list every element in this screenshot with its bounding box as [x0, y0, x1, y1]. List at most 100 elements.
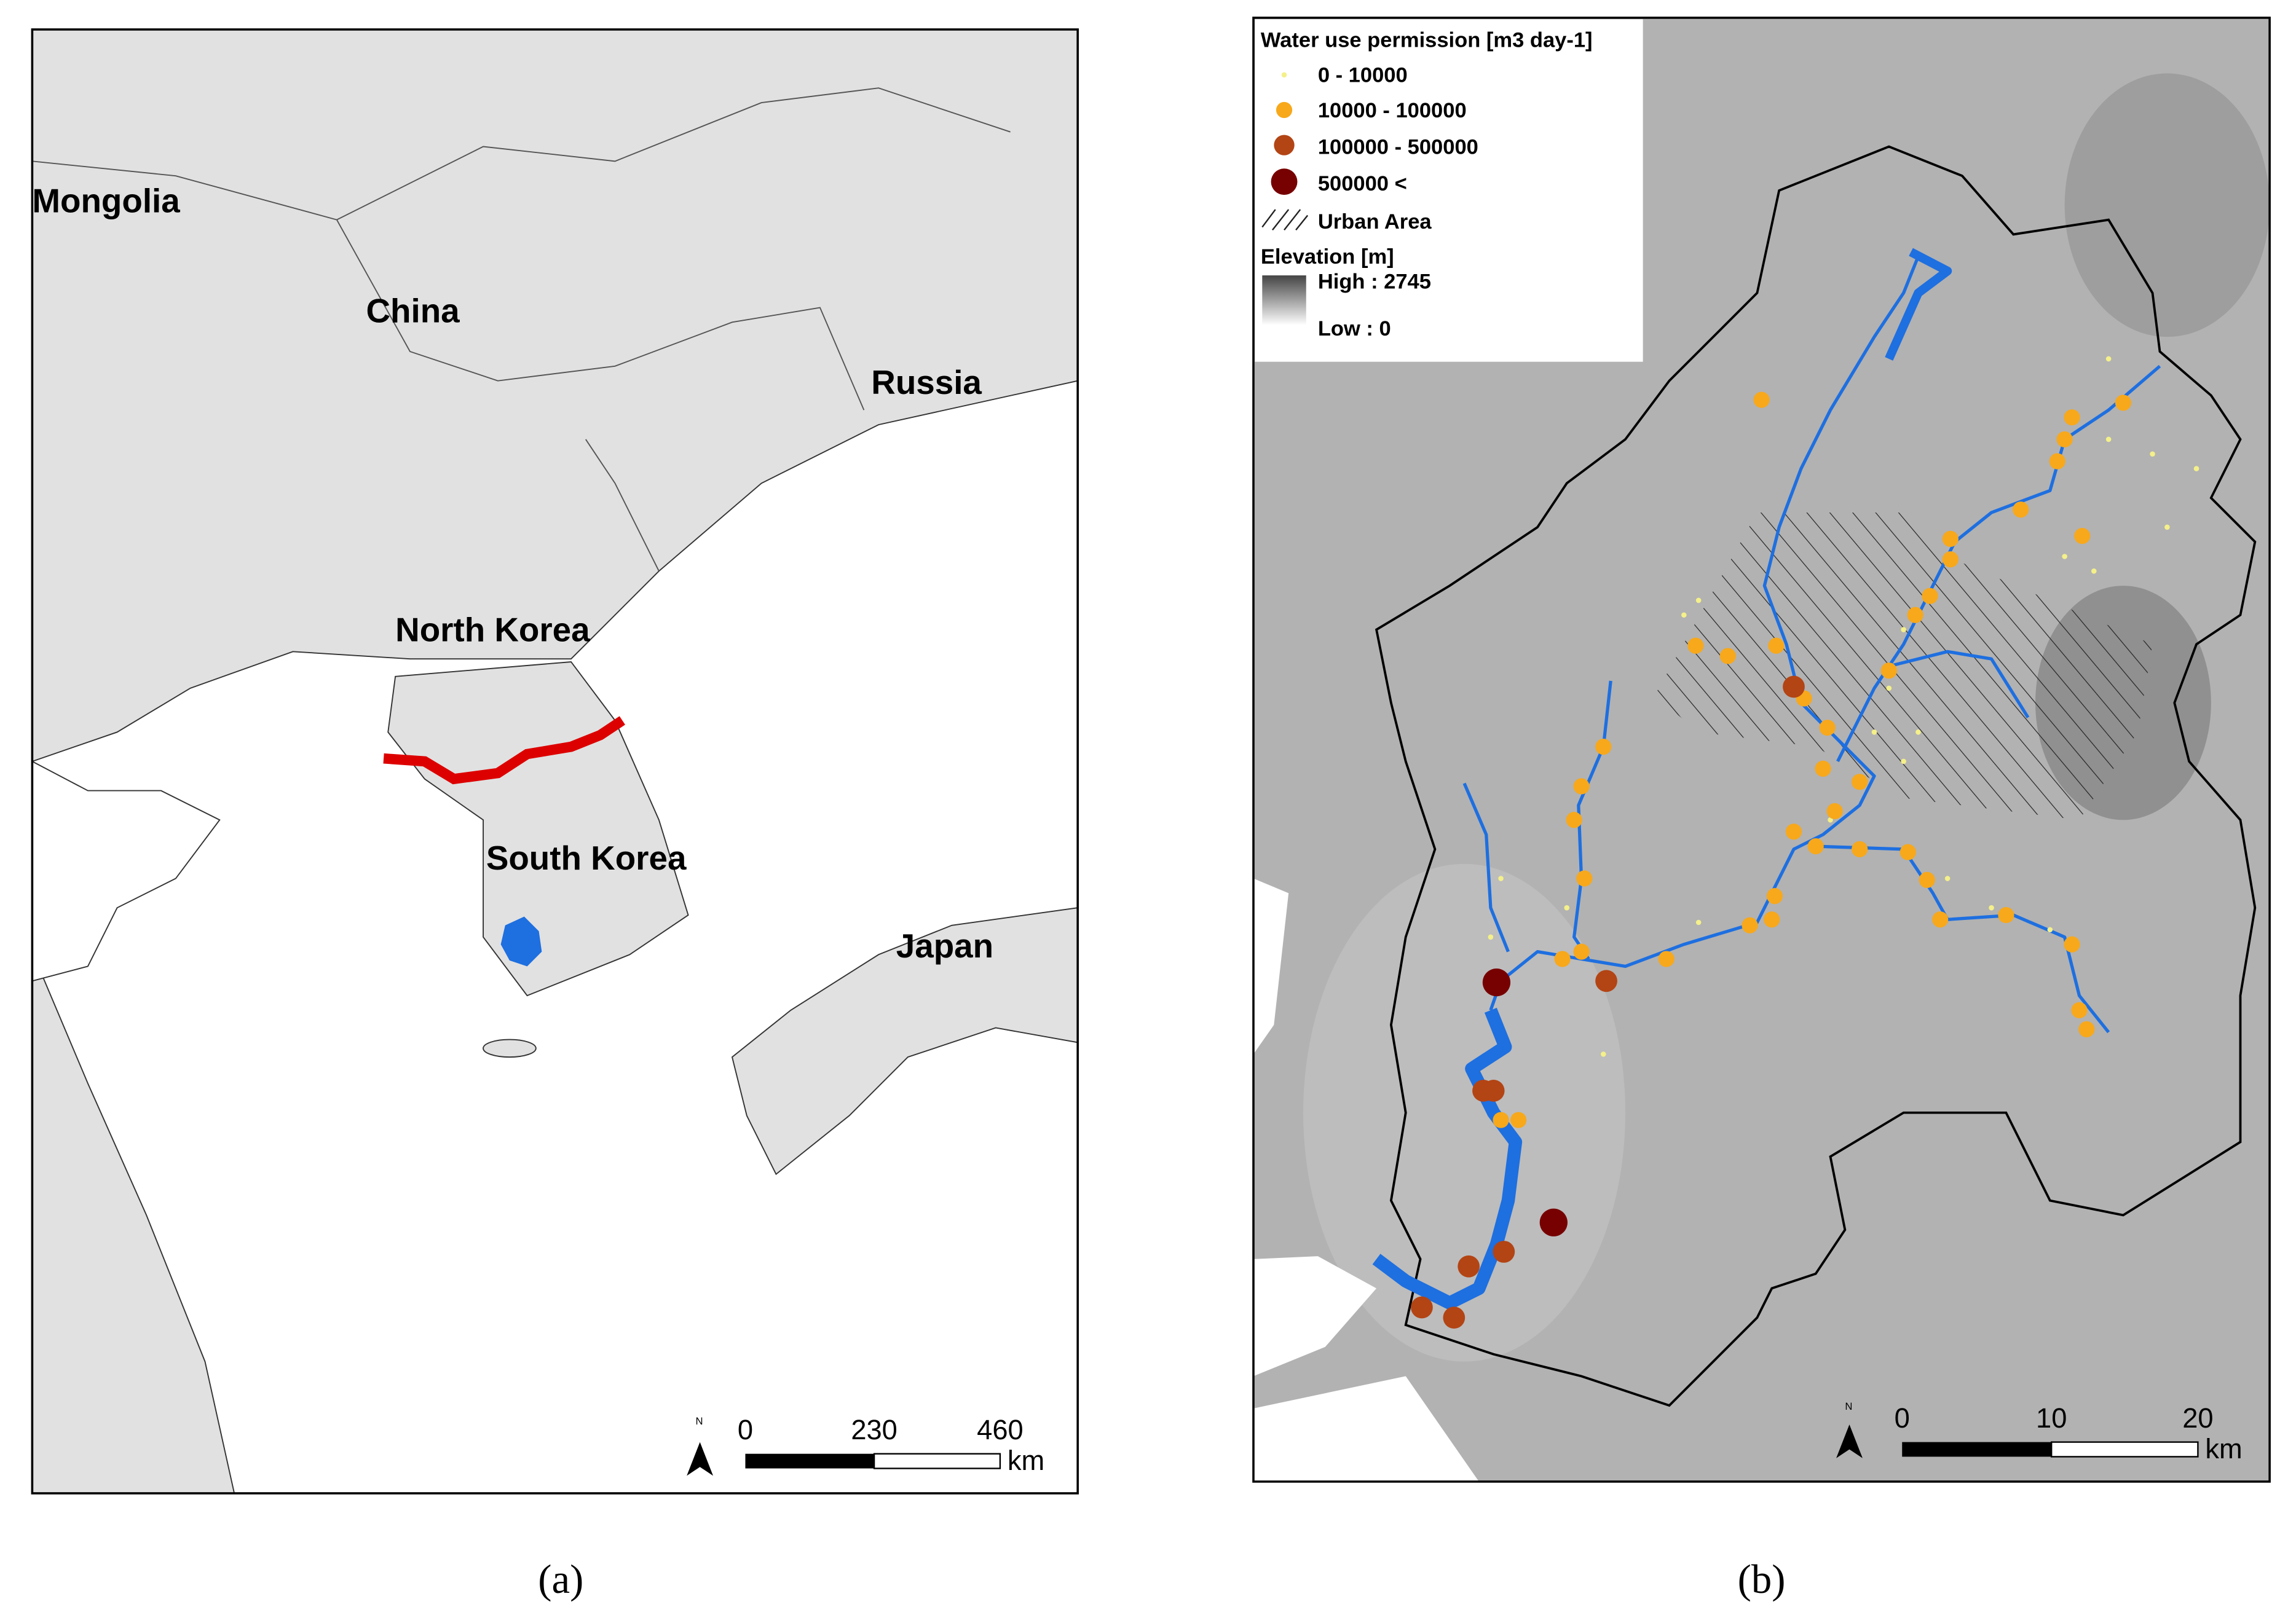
large-permit: [1411, 1296, 1433, 1319]
korea: [387, 661, 689, 997]
bay: [32, 760, 221, 982]
border: [32, 87, 1011, 572]
medium-permit: [2071, 1002, 2088, 1019]
legend-label: 500000 <: [1318, 172, 1407, 195]
medium-permit: [1753, 391, 1770, 408]
dmz-line: [383, 716, 625, 785]
largest-permit: [1539, 1208, 1568, 1236]
scale-bar: [2051, 1441, 2199, 1458]
small-permit: [1871, 729, 1877, 735]
medium-permit: [1768, 637, 1785, 654]
medium-permit: [1922, 587, 1938, 604]
medium-permit: [1576, 870, 1593, 887]
medium-permit: [2013, 501, 2029, 518]
frame-b: [1252, 17, 2271, 1483]
large-permit: [1595, 970, 1617, 992]
sea: [1253, 878, 1479, 1482]
small-permit: [2164, 524, 2170, 530]
medium-permit: [1852, 841, 1868, 857]
label-north-korea: North Korea: [395, 611, 590, 649]
north-label: N: [695, 1415, 703, 1427]
small-permit: [1695, 919, 1702, 925]
small-permit: [2047, 927, 2053, 933]
north-arrow: [687, 1442, 714, 1476]
medium-permit: [2074, 528, 2091, 544]
small-permit: [2150, 451, 2155, 457]
elevation-high: [2064, 73, 2270, 337]
small-permit: [2105, 356, 2112, 362]
scale-label: 0: [1895, 1402, 1910, 1434]
scale-unit: km: [2205, 1433, 2242, 1464]
small-permit: [1944, 876, 1951, 881]
medium-permit: [1510, 1112, 1527, 1128]
small-permit: [1828, 817, 1833, 823]
medium-permit: [1595, 739, 1612, 755]
legend-label: 0 - 10000: [1318, 64, 1408, 87]
japan: [731, 907, 1078, 1176]
medium-permit: [1807, 838, 1824, 855]
caption-b: (b): [1738, 1557, 1786, 1602]
medium-permit: [1900, 844, 1916, 860]
medium-permit: [1907, 607, 1923, 623]
small-permit: [2091, 568, 2097, 574]
legend-gradient: [1262, 275, 1306, 326]
small-permit: [2193, 466, 2199, 471]
river: [1888, 650, 2030, 718]
medium-permit: [2056, 431, 2073, 448]
points: [1411, 356, 2199, 1329]
medium-permit: [1719, 648, 1736, 664]
small-permit: [2062, 554, 2067, 559]
medium-permit: [1573, 778, 1590, 795]
label-russia: Russia: [871, 363, 982, 401]
legend-symbol: [1274, 135, 1295, 155]
medium-permit: [2049, 453, 2065, 470]
small-permit: [1564, 905, 1570, 911]
label-mongolia: Mongolia: [32, 182, 180, 220]
scale-label: 460: [977, 1414, 1024, 1445]
urban-area: [1654, 513, 2153, 820]
map-a: [32, 29, 1078, 1493]
large-permit: [1493, 1241, 1515, 1263]
rivers: [1372, 248, 2161, 1310]
label-china: China: [366, 291, 460, 329]
river: [1462, 782, 1510, 953]
medium-permit: [1766, 888, 1783, 905]
legend-symbol: [1271, 168, 1298, 195]
legend-label: Urban Area: [1318, 210, 1432, 234]
north-arrow: [1836, 1424, 1863, 1458]
small-permit: [1901, 627, 1906, 632]
medium-permit: [2115, 395, 2132, 411]
legend-label: High : 2745: [1318, 270, 1431, 294]
small-permit: [1498, 876, 1504, 881]
medium-permit: [1764, 911, 1780, 928]
jeju: [483, 1039, 537, 1058]
medium-permit: [1573, 943, 1590, 960]
large-permit: [1783, 675, 1805, 698]
small-permit: [1989, 905, 1994, 911]
frame-a: [31, 28, 1079, 1495]
medium-permit: [1493, 1112, 1509, 1128]
small-permit: [1601, 1051, 1606, 1057]
study-area: [500, 916, 542, 967]
medium-permit: [1815, 760, 1831, 777]
river-main: [1372, 1007, 1523, 1310]
medium-permit: [1942, 551, 1959, 568]
legend: Water use permission [m3 day-1] 0 - 1000…: [1255, 19, 1643, 362]
large-permit: [1458, 1255, 1480, 1278]
scale-label: 20: [2182, 1402, 2213, 1434]
legend-hatch: [1261, 209, 1309, 231]
medium-permit: [2064, 409, 2080, 426]
scale-unit: km: [1008, 1445, 1044, 1476]
legend-label: 10000 - 100000: [1318, 99, 1467, 122]
legend-label: 100000 - 500000: [1318, 135, 1478, 159]
medium-permit: [1880, 662, 1897, 679]
legend-symbol: [1281, 72, 1287, 78]
scale-bar: [1902, 1442, 2052, 1457]
small-permit: [1915, 729, 1921, 735]
river: [1489, 256, 1920, 1011]
medium-permit: [1819, 720, 1836, 736]
medium-permit: [2078, 1021, 2095, 1037]
legend-title: Water use permission [m3 day-1]: [1261, 29, 1593, 52]
